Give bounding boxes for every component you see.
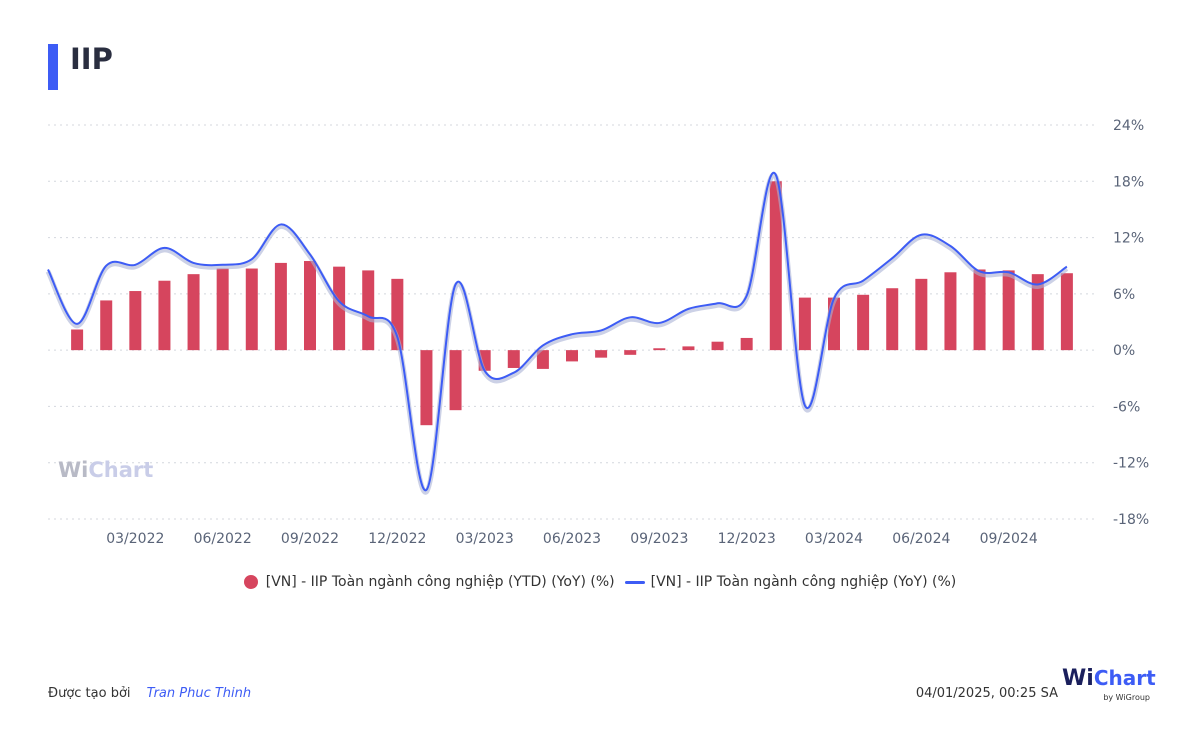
bar bbox=[595, 350, 608, 358]
logo-wi: Wi bbox=[1062, 666, 1094, 691]
logo-by: by WiGroup bbox=[1103, 693, 1150, 702]
bar bbox=[566, 350, 578, 362]
legend: [VN] - IIP Toàn ngành công nghiệp (YTD) … bbox=[0, 574, 1200, 590]
bar bbox=[420, 350, 433, 426]
footer-credit: Được tạo bởi Tran Phuc Thinh bbox=[48, 686, 251, 701]
line-series bbox=[45, 171, 1069, 495]
bar bbox=[1031, 274, 1044, 351]
bar-series bbox=[71, 181, 1073, 426]
bar bbox=[624, 350, 637, 355]
title-accent-bar bbox=[48, 44, 58, 90]
iip-chart: 24%18%12%6%0%-6%-12%-18% 03/2022 06/2022 0… bbox=[45, 118, 1149, 547]
legend-bar-swatch bbox=[243, 575, 258, 589]
watermark-logo: WiChart bbox=[58, 458, 153, 482]
x-tick-label: 12/2022 bbox=[368, 531, 426, 547]
author-link[interactable]: Tran Phuc Thinh bbox=[146, 686, 252, 701]
bar bbox=[100, 300, 113, 351]
bar bbox=[507, 350, 520, 368]
x-tick-label: 12/2023 bbox=[718, 531, 776, 547]
x-axis-labels: 03/2022 06/2022 09/2022 12/2022 03/2023 06/20… bbox=[106, 531, 1038, 547]
x-tick-label: 09/2022 bbox=[281, 531, 339, 547]
bar bbox=[274, 262, 287, 351]
bar bbox=[129, 291, 142, 351]
y-tick-label: 12% bbox=[1113, 231, 1144, 247]
bar bbox=[449, 350, 462, 411]
bar bbox=[1060, 273, 1073, 351]
legend-label-yoy: [VN] - IIP Toàn ngành công nghiệp (YoY) … bbox=[650, 574, 957, 590]
y-tick-label: 24% bbox=[1113, 118, 1144, 134]
bar bbox=[740, 337, 753, 351]
bar bbox=[216, 268, 229, 351]
y-axis-labels: 24% 18% 12% 6% 0% -6% -12% -18% bbox=[1113, 118, 1149, 528]
bar bbox=[158, 280, 171, 351]
bar bbox=[71, 329, 84, 351]
x-tick-label: 06/2024 bbox=[892, 531, 950, 547]
x-tick-label: 03/2022 bbox=[106, 531, 164, 547]
y-tick-label: 18% bbox=[1113, 174, 1144, 190]
page-title: IIP bbox=[70, 42, 113, 76]
bar bbox=[857, 294, 870, 351]
bar bbox=[536, 350, 549, 369]
y-tick-label: 6% bbox=[1113, 287, 1135, 303]
bar bbox=[944, 272, 957, 351]
x-tick-label: 09/2024 bbox=[980, 531, 1038, 547]
legend-item-ytd[interactable]: [VN] - IIP Toàn ngành công nghiệp (YTD) … bbox=[243, 574, 615, 590]
bar bbox=[769, 181, 782, 351]
bar bbox=[1002, 270, 1015, 351]
bar bbox=[886, 288, 899, 351]
timestamp: 04/01/2025, 00:25 SA bbox=[915, 686, 1058, 701]
x-tick-label: 03/2024 bbox=[805, 531, 863, 547]
wichart-logo[interactable]: WiChart by WiGroup bbox=[1062, 666, 1156, 706]
x-tick-label: 06/2023 bbox=[543, 531, 601, 547]
yoy-line bbox=[47, 171, 1068, 491]
grid-lines bbox=[48, 124, 1096, 520]
bar bbox=[915, 278, 928, 351]
x-tick-label: 09/2023 bbox=[630, 531, 688, 547]
bar bbox=[304, 261, 316, 351]
watermark-chart: Chart bbox=[88, 458, 154, 482]
legend-item-yoy[interactable]: [VN] - IIP Toàn ngành công nghiệp (YoY) … bbox=[624, 574, 957, 590]
x-tick-label: 06/2022 bbox=[194, 531, 252, 547]
bar bbox=[711, 341, 724, 351]
bar bbox=[798, 297, 811, 351]
bar bbox=[187, 274, 200, 351]
bar bbox=[973, 269, 986, 351]
bar bbox=[362, 270, 375, 351]
created-by-label: Được tạo bởi bbox=[48, 686, 131, 701]
bar bbox=[682, 346, 695, 351]
line-shadow bbox=[45, 172, 1069, 495]
y-tick-label: -18% bbox=[1113, 512, 1149, 528]
bar bbox=[653, 348, 666, 351]
legend-line-swatch bbox=[624, 580, 645, 584]
bar bbox=[245, 268, 258, 351]
y-tick-label: -6% bbox=[1113, 399, 1140, 415]
logo-chart: Chart bbox=[1093, 666, 1156, 690]
watermark-wi: Wi bbox=[58, 458, 89, 482]
y-tick-label: -12% bbox=[1113, 456, 1149, 472]
legend-label-ytd: [VN] - IIP Toàn ngành công nghiệp (YTD) … bbox=[265, 574, 615, 590]
y-tick-label: 0% bbox=[1113, 343, 1135, 359]
bar bbox=[333, 266, 346, 351]
x-tick-label: 03/2023 bbox=[456, 531, 514, 547]
